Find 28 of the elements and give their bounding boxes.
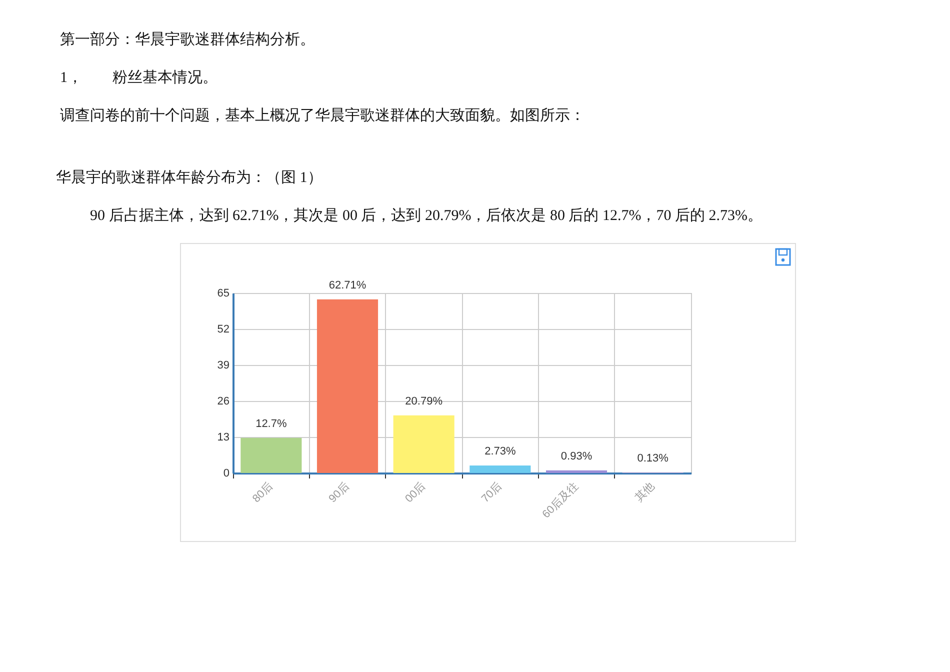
y-tick-label: 65 — [217, 288, 230, 300]
bar — [393, 415, 454, 473]
data-label: 20.79% — [405, 395, 443, 408]
data-label: 12.7% — [256, 418, 287, 430]
text: 调查问卷的前十个问题，基本上概况了华晨宇歌迷群体的大致面貌。如图所示： — [60, 106, 586, 126]
y-tick-label: 26 — [217, 396, 230, 408]
text: 第一部分：华晨宇歌迷群体结构分析。 — [60, 30, 316, 50]
x-tick-label: 00后 — [402, 480, 428, 506]
chart-subtitle: 90 后占据主体，达到 62.71%，其次是 00 后，达到 20.79%，后依次是 80 后的 12.7%，70 后的 2.73%。 — [90, 206, 764, 226]
data-label: 2.73% — [484, 445, 516, 458]
y-tick-label: 0 — [223, 468, 230, 480]
chart-title: 华晨宇的歌迷群体年龄分布为：（图 1） — [56, 168, 324, 188]
y-tick-label: 39 — [217, 360, 230, 372]
data-label: 0.13% — [637, 452, 669, 465]
data-label: 0.93% — [560, 450, 592, 462]
x-tick-label: 90后 — [326, 480, 352, 506]
y-tick-label: 52 — [217, 324, 230, 336]
y-tick-label: 13 — [217, 432, 230, 444]
bar — [316, 299, 378, 473]
x-tick-label: 70后 — [478, 480, 504, 506]
x-tick-label: 80后 — [250, 480, 276, 506]
bar — [470, 465, 531, 473]
bar — [546, 470, 608, 473]
x-tick-label: 60后及往 — [540, 480, 581, 521]
text: 1， 粉丝基本情况。 — [60, 68, 218, 88]
data-label: 62.71% — [328, 279, 366, 292]
bar — [240, 438, 302, 473]
x-tick-label: 其他 — [632, 480, 658, 504]
